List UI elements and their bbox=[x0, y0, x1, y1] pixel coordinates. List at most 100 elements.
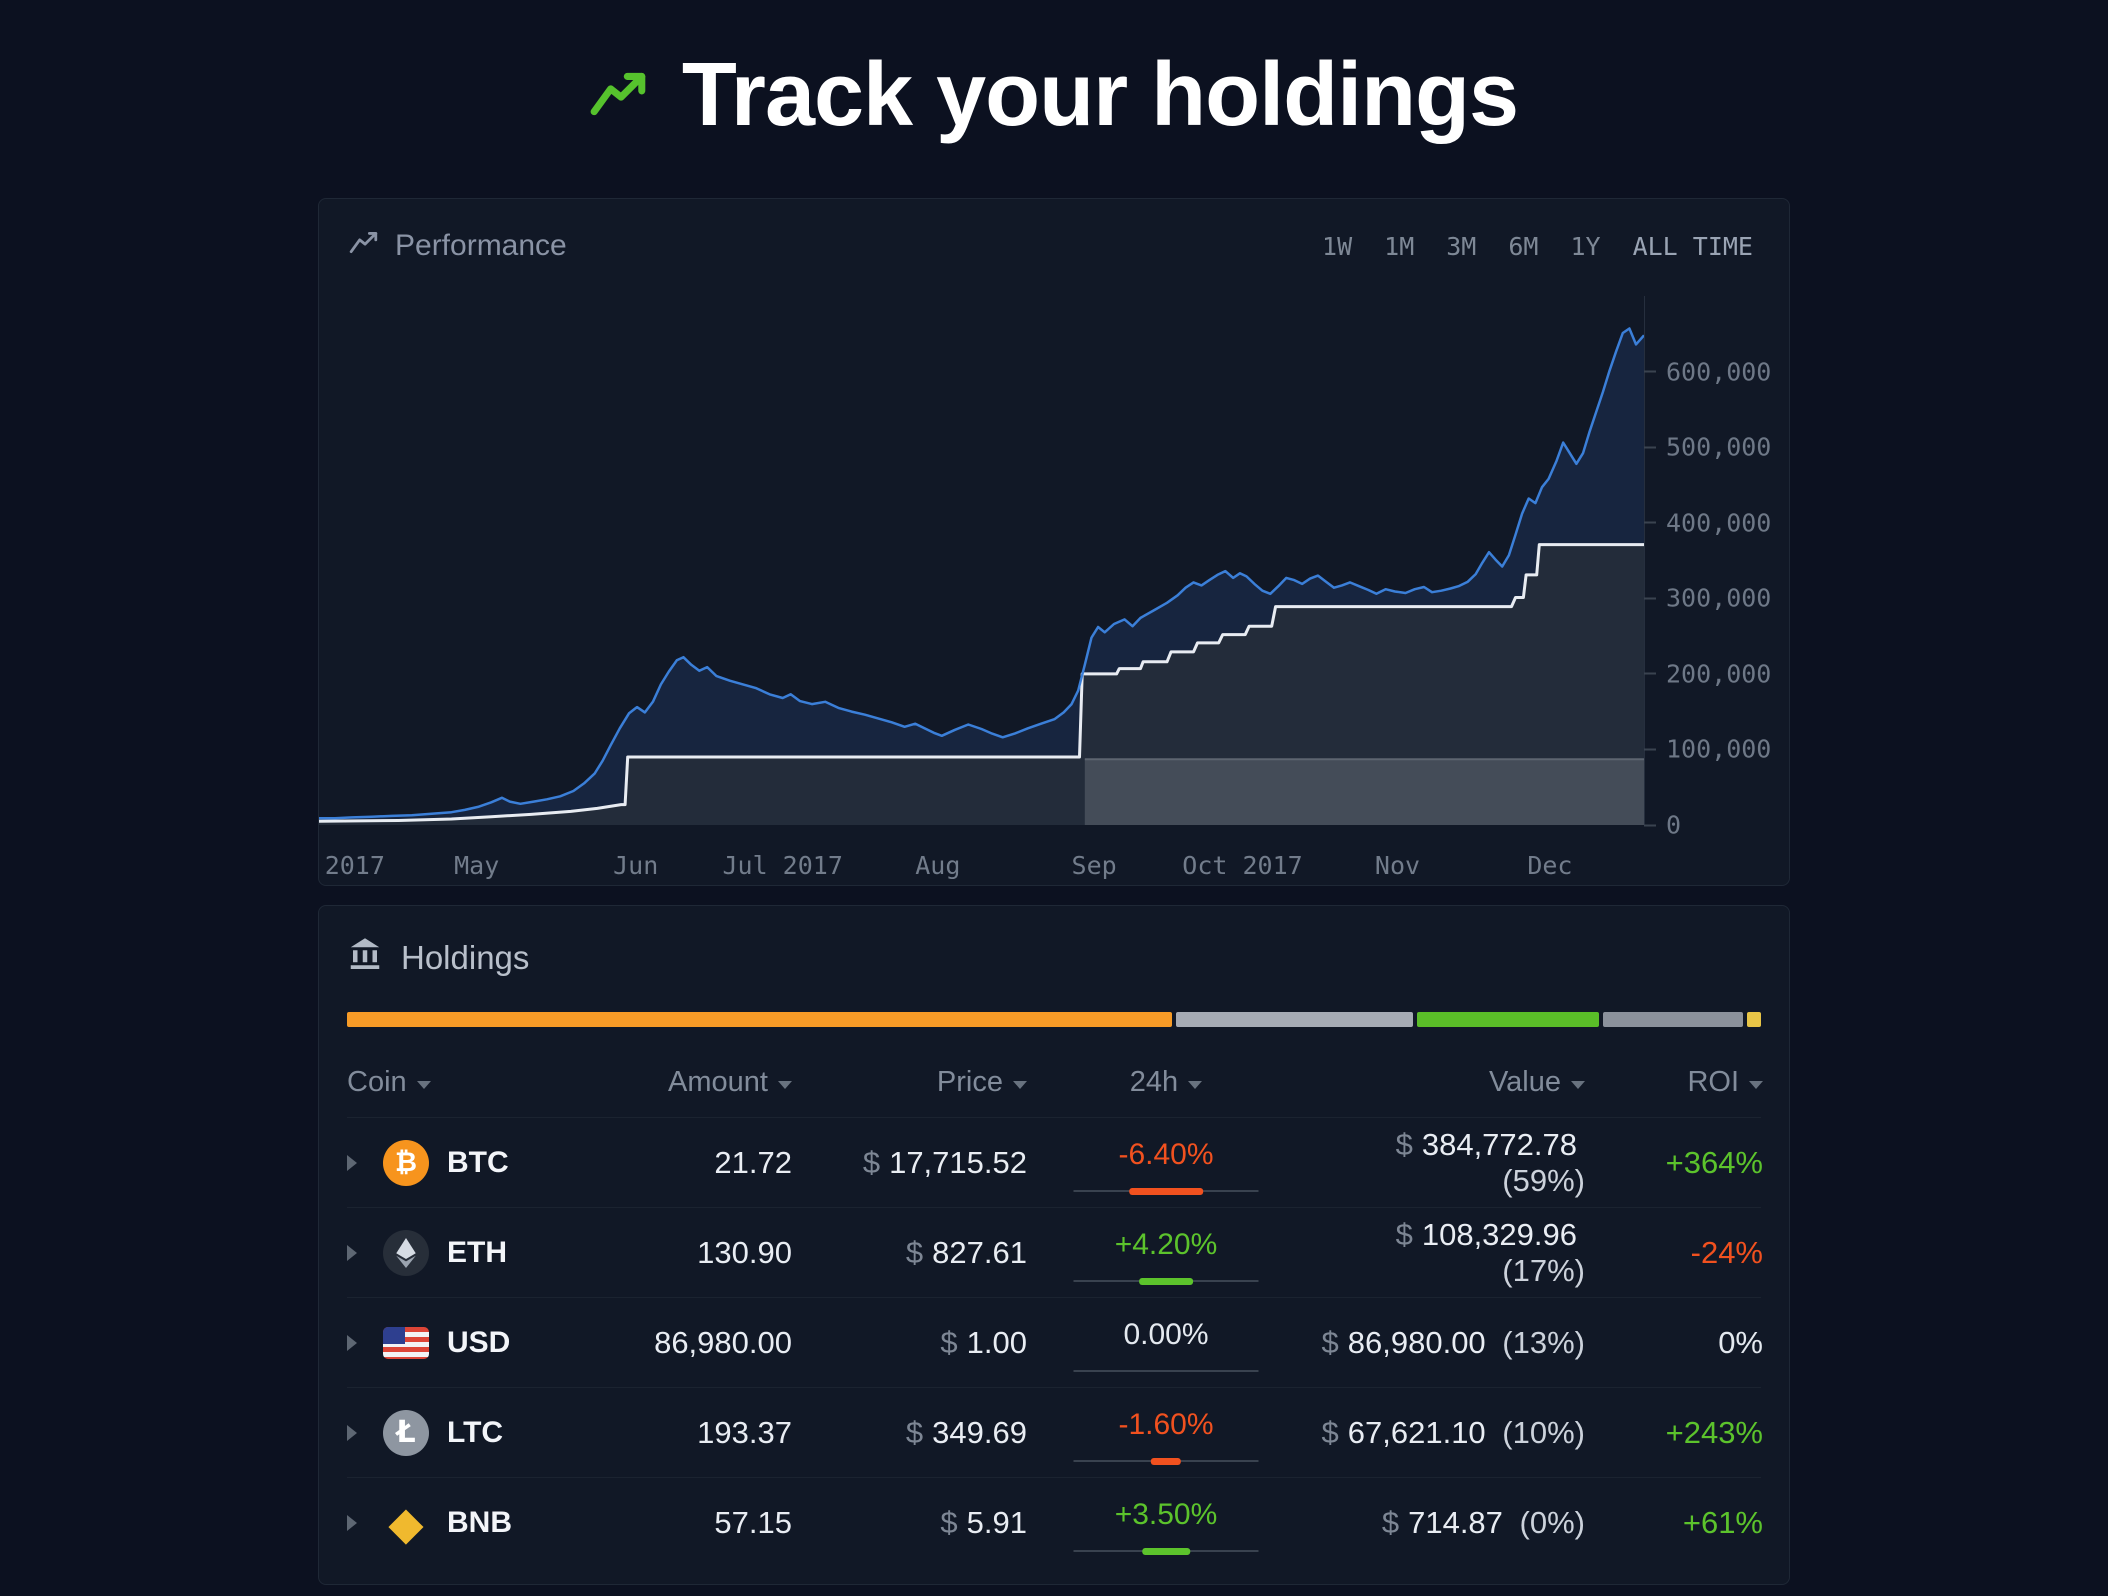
allocation-share: (10%) bbox=[1493, 1414, 1585, 1450]
column-header-amount[interactable]: Amount bbox=[537, 1066, 792, 1099]
chevron-right-icon bbox=[347, 1334, 357, 1351]
amount-cell: 21.72 bbox=[714, 1144, 792, 1180]
table-row[interactable]: USD 86,980.00 $1.00 0.00% $86,980.00 (13… bbox=[347, 1297, 1763, 1387]
change-24h-cell: +3.50% bbox=[1027, 1478, 1305, 1567]
x-axis-label: Jul 2017 bbox=[722, 851, 843, 880]
sort-caret-icon bbox=[1571, 1080, 1585, 1089]
table-row[interactable]: ◆ BNB 57.15 $5.91 +3.50% $714.87 (0%) +6… bbox=[347, 1477, 1763, 1567]
performance-title: Performance bbox=[395, 229, 567, 262]
coin-symbol: USD bbox=[447, 1325, 511, 1359]
expand-row-button[interactable] bbox=[347, 1514, 383, 1531]
time-range-list: 1W 1M 3M 6M 1Y ALL TIME bbox=[1322, 232, 1753, 261]
currency-symbol: $ bbox=[905, 1234, 924, 1270]
table-row[interactable]: ₿ BTC 21.72 $17,715.52 -6.40% $384,772.7… bbox=[347, 1117, 1763, 1207]
currency-symbol: $ bbox=[940, 1324, 958, 1360]
roi-cell: +364% bbox=[1665, 1144, 1763, 1180]
y-axis-label: 400,000 bbox=[1644, 508, 1771, 537]
allocation-segment-bnb bbox=[1747, 1012, 1761, 1027]
allocation-segment-eth bbox=[1175, 1012, 1414, 1027]
amount-cell: 86,980.00 bbox=[654, 1324, 792, 1360]
allocation-segment-usd bbox=[1417, 1012, 1600, 1027]
change-24h-cell: -6.40% bbox=[1027, 1118, 1305, 1207]
roi-cell: +243% bbox=[1665, 1414, 1763, 1450]
chevron-right-icon bbox=[347, 1244, 357, 1261]
table-header: Coin Amount Price 24h Value ROI bbox=[347, 1047, 1763, 1117]
currency-symbol: $ bbox=[1381, 1504, 1400, 1540]
x-axis: 2017 May Jun Jul 2017 Aug Sep Oct 2017 Nov Dec bbox=[319, 851, 1644, 881]
performance-panel: Performance 1W 1M 3M 6M 1Y ALL TIME 600,000 50… bbox=[318, 198, 1790, 886]
range-1m[interactable]: 1M bbox=[1384, 231, 1415, 261]
expand-row-button[interactable] bbox=[347, 1154, 383, 1171]
coin-symbol: ETH bbox=[447, 1235, 507, 1269]
x-axis-label: Aug bbox=[915, 851, 961, 880]
allocation-share: (17%) bbox=[1502, 1252, 1585, 1288]
range-all-time[interactable]: ALL TIME bbox=[1632, 231, 1753, 261]
price-cell: $827.61 bbox=[905, 1234, 1027, 1270]
roi-cell: +61% bbox=[1682, 1504, 1763, 1540]
coin-symbol: BNB bbox=[447, 1505, 512, 1539]
allocation-segment-btc bbox=[347, 1012, 1172, 1027]
value-cell: $714.87 (0%) bbox=[1381, 1504, 1585, 1540]
page-title: Track your holdings bbox=[681, 44, 1519, 145]
ltc-coin-icon: Ł bbox=[383, 1409, 429, 1456]
sort-caret-icon bbox=[1188, 1080, 1203, 1089]
y-axis-label: 300,000 bbox=[1644, 584, 1771, 613]
amount-cell: 57.15 bbox=[714, 1504, 792, 1540]
chevron-right-icon bbox=[347, 1424, 357, 1441]
change-gauge-bar bbox=[1139, 1278, 1193, 1285]
change-gauge-bar bbox=[1129, 1188, 1203, 1195]
range-6m[interactable]: 6M bbox=[1508, 231, 1539, 261]
currency-symbol: $ bbox=[1321, 1414, 1339, 1450]
column-header-coin[interactable]: Coin bbox=[347, 1066, 537, 1099]
currency-symbol: $ bbox=[940, 1504, 958, 1540]
cash-area bbox=[1084, 759, 1644, 825]
currency-symbol: $ bbox=[1395, 1216, 1413, 1252]
coin-cell: ₿ BTC bbox=[383, 1139, 537, 1186]
chevron-right-icon bbox=[347, 1154, 357, 1171]
cost-basis-line bbox=[318, 543, 1644, 823]
coin-symbol: LTC bbox=[447, 1415, 504, 1449]
expand-row-button[interactable] bbox=[347, 1424, 383, 1441]
coin-cell: ETH bbox=[383, 1229, 537, 1276]
sort-caret-icon bbox=[1013, 1080, 1027, 1089]
x-axis-label: Jun bbox=[613, 851, 659, 880]
price-cell: $5.91 bbox=[940, 1504, 1027, 1540]
range-1y[interactable]: 1Y bbox=[1570, 231, 1601, 261]
currency-symbol: $ bbox=[862, 1144, 881, 1180]
change-24h-cell: 0.00% bbox=[1027, 1298, 1305, 1387]
us-flag-icon bbox=[383, 1326, 429, 1359]
column-header-value[interactable]: Value bbox=[1305, 1066, 1585, 1099]
holdings-panel: Holdings Coin Amount Price 24h Value ROI ₿ BT… bbox=[318, 905, 1790, 1585]
hero: Track your holdings bbox=[318, 0, 1790, 145]
coin-cell: USD bbox=[383, 1326, 537, 1360]
roi-cell: 0% bbox=[1718, 1324, 1763, 1360]
allocation-share: (13%) bbox=[1493, 1324, 1585, 1360]
expand-row-button[interactable] bbox=[347, 1334, 383, 1351]
value-cell: $67,621.10 (10%) bbox=[1321, 1414, 1585, 1450]
chevron-right-icon bbox=[347, 1514, 357, 1531]
column-header-roi[interactable]: ROI bbox=[1585, 1066, 1763, 1099]
performance-chart[interactable] bbox=[318, 296, 1645, 825]
y-axis-label: 100,000 bbox=[1644, 735, 1771, 764]
table-row[interactable]: ETH 130.90 $827.61 +4.20% $108,329.96 (1… bbox=[347, 1207, 1763, 1297]
range-3m[interactable]: 3M bbox=[1446, 231, 1477, 261]
holdings-header: Holdings bbox=[319, 906, 1789, 980]
currency-symbol: $ bbox=[1395, 1126, 1413, 1162]
performance-chart-icon bbox=[349, 229, 379, 263]
x-axis-label: May bbox=[454, 851, 500, 880]
column-header-price[interactable]: Price bbox=[792, 1066, 1027, 1099]
sort-caret-icon bbox=[416, 1080, 431, 1089]
change-gauge-bar bbox=[1142, 1548, 1190, 1555]
column-header-24h[interactable]: 24h bbox=[1027, 1066, 1305, 1099]
amount-cell: 130.90 bbox=[697, 1234, 792, 1270]
bank-icon bbox=[347, 936, 383, 980]
value-cell: $86,980.00 (13%) bbox=[1321, 1324, 1585, 1360]
x-axis-label: Oct 2017 bbox=[1182, 851, 1303, 880]
x-axis-label: Nov bbox=[1374, 851, 1421, 880]
portfolio-value-line bbox=[319, 327, 1645, 820]
expand-row-button[interactable] bbox=[347, 1244, 383, 1261]
range-1w[interactable]: 1W bbox=[1322, 231, 1353, 261]
value-cell: $384,772.78 (59%) bbox=[1395, 1126, 1585, 1198]
table-row[interactable]: Ł LTC 193.37 $349.69 -1.60% $67,621.10 (… bbox=[347, 1387, 1763, 1477]
allocation-bar bbox=[347, 1012, 1761, 1027]
